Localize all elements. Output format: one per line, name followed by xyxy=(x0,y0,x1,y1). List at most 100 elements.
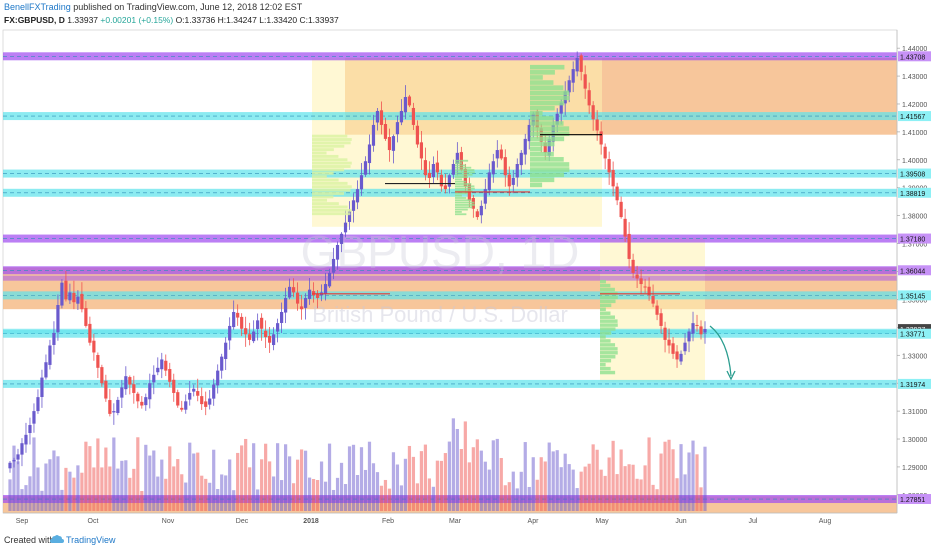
candle-body xyxy=(172,379,176,393)
volume-profile-row xyxy=(530,177,555,183)
candle-body xyxy=(232,311,236,328)
volume-bar xyxy=(8,479,12,511)
volume-bar xyxy=(371,463,376,511)
volume-bar xyxy=(28,476,32,511)
open-value: O:1.33736 xyxy=(175,15,216,25)
volume-profile-row xyxy=(455,208,468,211)
volume-bar xyxy=(80,472,84,511)
volume-bar xyxy=(699,487,703,511)
volume-bar xyxy=(531,457,535,511)
candle-body xyxy=(8,462,12,469)
volume-bar xyxy=(56,456,60,511)
volume-bar xyxy=(327,443,332,511)
volume-profile-row xyxy=(312,161,352,165)
candle-body xyxy=(299,306,304,310)
volume-bar xyxy=(152,450,156,511)
volume-bar xyxy=(475,439,479,511)
volume-bar xyxy=(455,428,459,511)
price-label-box xyxy=(898,494,931,505)
volume-bar xyxy=(36,467,40,511)
price-label: 1.38819 xyxy=(900,191,925,198)
volume-bar xyxy=(567,464,571,511)
volume-bar xyxy=(168,446,172,511)
time-tick-label: Aug xyxy=(819,518,832,525)
volume-bar xyxy=(128,477,132,511)
candle-body xyxy=(379,110,384,125)
candle-body xyxy=(307,289,312,299)
candle-body xyxy=(28,425,32,434)
volume-profile-row xyxy=(530,126,570,131)
volume-bar xyxy=(695,454,699,511)
volume-bar xyxy=(603,475,607,511)
volume-bar xyxy=(415,483,420,511)
price-label: 1.33771 xyxy=(900,332,925,339)
candle-body xyxy=(112,411,116,413)
volume-profile-row xyxy=(600,366,611,371)
volume-bar xyxy=(307,477,312,511)
candle-body xyxy=(315,293,320,299)
volume-bar xyxy=(439,460,443,511)
time-tick-label: Dec xyxy=(236,518,249,525)
candle-body xyxy=(44,362,48,378)
volume-bar xyxy=(260,459,264,511)
tradingview-link[interactable]: TradingView xyxy=(66,535,116,545)
candle-body xyxy=(156,367,160,373)
volume-bar xyxy=(148,455,152,511)
candle-body xyxy=(284,298,288,313)
price-change: +0.00201 (+0.15%) xyxy=(100,15,174,25)
volume-bar xyxy=(515,488,519,511)
volume-profile-row xyxy=(455,213,467,216)
candle-body xyxy=(475,211,479,218)
volume-bar xyxy=(136,437,140,511)
candlesticks xyxy=(8,51,707,473)
volume-bar xyxy=(184,482,188,511)
author-link[interactable]: BenellFXTrading xyxy=(4,2,71,12)
price-label: 1.35145 xyxy=(900,293,925,300)
volume-bar xyxy=(315,479,320,511)
candle-body xyxy=(415,125,420,145)
volume-bar xyxy=(411,456,416,511)
volume-bar xyxy=(599,469,603,511)
volume-bar xyxy=(639,479,643,511)
candle-body xyxy=(136,393,140,402)
volume-profile-row xyxy=(530,121,564,126)
candle-body xyxy=(591,105,595,120)
chart-header: BenellFXTrading published on TradingView… xyxy=(0,0,932,28)
candle-body xyxy=(140,401,144,406)
volume-bar xyxy=(248,467,252,511)
volume-bar xyxy=(264,443,268,511)
symbol-label[interactable]: FX:GBPUSD, D xyxy=(4,15,65,25)
candle-body xyxy=(343,222,348,233)
candle-body xyxy=(347,211,352,222)
volume-profile-row xyxy=(530,167,570,172)
candle-body xyxy=(631,259,635,273)
candle-body xyxy=(655,305,659,315)
volume-bar xyxy=(663,441,667,511)
time-tick-label: Feb xyxy=(382,518,394,525)
candle-body xyxy=(96,355,100,368)
high-value: H:1.34247 xyxy=(217,15,257,25)
volume-profile-row xyxy=(455,166,472,169)
volume-bar xyxy=(112,437,116,511)
volume-bar xyxy=(164,478,168,511)
volume-bar xyxy=(679,444,683,511)
candle-body xyxy=(387,136,392,151)
volume-bar xyxy=(104,447,108,511)
volume-profile-row xyxy=(312,192,344,195)
time-tick-label: Nov xyxy=(162,518,175,525)
orange-zone-mid xyxy=(3,267,897,310)
volume-bar xyxy=(351,444,356,511)
candle-body xyxy=(208,398,212,405)
volume-profile-row xyxy=(600,303,612,308)
volume-bar xyxy=(100,467,104,511)
price-label-box xyxy=(898,378,931,389)
volume-bar xyxy=(619,449,623,511)
candle-body xyxy=(559,102,563,114)
candle-body xyxy=(699,326,703,335)
volume-bar xyxy=(503,485,507,511)
volume-bar xyxy=(252,443,256,511)
volume-bar xyxy=(192,453,196,511)
volume-bar xyxy=(84,441,88,511)
volume-profile-row xyxy=(530,141,555,147)
